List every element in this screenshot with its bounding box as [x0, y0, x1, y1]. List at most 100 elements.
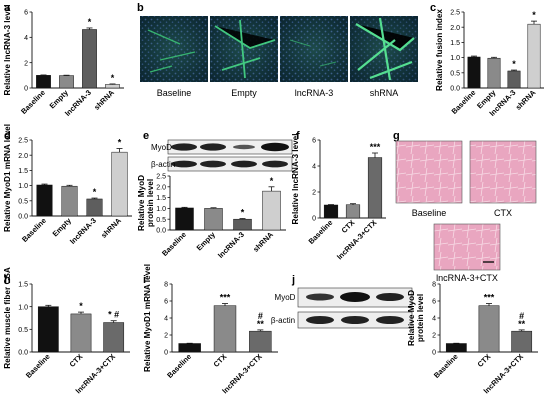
micrograph-caption-empty: Empty [231, 88, 257, 98]
category-label-i-0: Baseline [165, 352, 193, 380]
bar-e-2 [233, 218, 252, 231]
category-label-c-3: shRNA [514, 88, 538, 112]
y-tick-label-f: 4 [312, 164, 316, 171]
significance-j-1: *** [484, 293, 495, 303]
histology-caption-baseline: Baseline [412, 208, 447, 218]
category-label-j-0: Baseline [432, 352, 460, 380]
y-axis-label-i: Relative MyoD1 mRNA level [143, 264, 152, 372]
y-tick-label-i: 2 [164, 333, 168, 340]
y-tick-label-i: 6 [164, 299, 168, 306]
y-tick-label-h: 1.5 [18, 282, 28, 289]
chart-d: 0.0 0.5 1.0 1.5 2.0 2.5 Relative MyoD1 mRNA le… [3, 124, 132, 246]
significance-h-1: * [79, 301, 83, 311]
panel-letter-i: i [143, 274, 146, 286]
bar-f-1 [345, 204, 361, 219]
chart-j: 0 2 4 6 8 Relative MyoDprotein level Baseline *… [407, 282, 538, 395]
y-axis-label-e: Relative MyoDprotein level [137, 175, 155, 231]
bar-j-1 [478, 305, 500, 353]
bar-f-0 [323, 204, 339, 219]
significance-c-2: * [512, 59, 516, 69]
category-label-e-3: shRNA [251, 230, 275, 254]
y-axis-label-h: Relative muscle fiber CSA [3, 267, 12, 369]
y-tick-label-f: 2 [312, 190, 316, 197]
chart-h: 0.0 0.5 1.0 1.5 Relative muscle fiber CSA Bas… [3, 267, 130, 395]
panel-letter-a: a [4, 2, 11, 14]
panel-j-blot: MyoD β-actin [271, 287, 413, 329]
histology-baseline [395, 140, 463, 204]
bar-c-2 [507, 70, 521, 89]
bar-f-2 [367, 157, 383, 219]
significance-j-2: ** [518, 319, 526, 329]
significance-e-2: * [241, 208, 245, 218]
panel-b-micrographs: Baseline Empty lncRNA-3 shRNA [140, 16, 418, 98]
category-label-f-2: lncRNA-3+CTX [335, 218, 378, 261]
category-label-h-0: Baseline [24, 352, 52, 380]
significance-e-3: * [270, 176, 274, 186]
blot-label-actin-j: β-actin [271, 316, 295, 325]
bar-j-0 [445, 343, 467, 353]
micrograph-caption-shrna: shRNA [370, 88, 399, 98]
significance-c-3: * [532, 10, 536, 20]
y-tick-label-h: 0.5 [18, 327, 28, 334]
y-tick-label-e: 1.0 [156, 206, 166, 213]
y-tick-label-e: 2.5 [156, 174, 166, 181]
micrograph-caption-baseline: Baseline [157, 88, 192, 98]
significance-j-2: # [519, 311, 524, 321]
bar-h-1 [70, 313, 92, 353]
blot-label-myod-e: MyoD [151, 143, 172, 152]
y-tick-label-j: 4 [432, 316, 436, 323]
bar-e-1 [204, 208, 223, 231]
y-tick-label-a: 6 [24, 10, 28, 17]
panel-letter-j: j [291, 274, 295, 286]
category-label-d-2: lncRNA-3 [68, 216, 98, 246]
bar-d-1 [61, 185, 78, 217]
y-axis-label-j: Relative MyoDprotein level [407, 290, 425, 346]
y-tick-label-d: 0.5 [18, 198, 28, 205]
y-tick-label-h: 1.0 [18, 304, 28, 311]
category-label-e-2: lncRNA-3 [216, 230, 246, 260]
bar-i-2 [249, 330, 272, 353]
bar-d-0 [36, 184, 53, 217]
significance-f-2: *** [370, 142, 381, 152]
panel-g-histology: Baseline CTX lncRNA-3+CTX [395, 140, 537, 283]
y-tick-label-e: 2.0 [156, 184, 166, 191]
category-label-i-1: CTX [212, 352, 229, 369]
category-label-d-1: Empty [51, 215, 74, 238]
bar-h-2 [103, 322, 125, 353]
y-tick-label-a: 2 [24, 60, 28, 67]
micrograph-caption-lncrna3: lncRNA-3 [295, 88, 334, 98]
significance-a-3: * [111, 73, 115, 83]
panel-letter-b: b [137, 2, 144, 14]
histology-lncrna3-ctx [433, 223, 501, 271]
bar-i-1 [213, 305, 237, 353]
y-tick-label-a: 4 [24, 35, 28, 42]
significance-i-2: # [258, 311, 263, 321]
y-axis-label-c: Relative fusion index [435, 9, 444, 91]
chart-f: 0 2 4 6 Relative lncRNA-3 level Baseline CTX **… [291, 133, 386, 261]
y-tick-label-e: 0.0 [156, 228, 166, 235]
bar-a-3 [105, 84, 120, 89]
category-label-a-3: shRNA [92, 88, 116, 112]
y-tick-label-c: 0.0 [450, 86, 460, 93]
category-label-h-1: CTX [68, 352, 85, 369]
y-tick-label-c: 2.5 [450, 10, 460, 17]
bar-a-0 [36, 75, 51, 89]
histology-caption-lncrna3-ctx: lncRNA-3+CTX [436, 273, 498, 283]
y-tick-label-j: 2 [432, 333, 436, 340]
bar-h-0 [37, 306, 59, 353]
y-tick-label-i: 0 [164, 350, 168, 357]
y-tick-label-e: 0.5 [156, 217, 166, 224]
bar-c-1 [487, 57, 501, 89]
category-label-f-0: Baseline [307, 218, 335, 246]
significance-a-2: * [88, 17, 92, 27]
blot-label-actin-e: β-actin [151, 160, 175, 169]
y-tick-label-c: 0.5 [450, 70, 460, 77]
y-tick-label-h: 0.0 [18, 350, 28, 357]
bar-e-0 [175, 207, 194, 231]
y-tick-label-i: 4 [164, 316, 168, 323]
histology-ctx [469, 140, 537, 204]
panel-letter-c: c [430, 2, 436, 14]
